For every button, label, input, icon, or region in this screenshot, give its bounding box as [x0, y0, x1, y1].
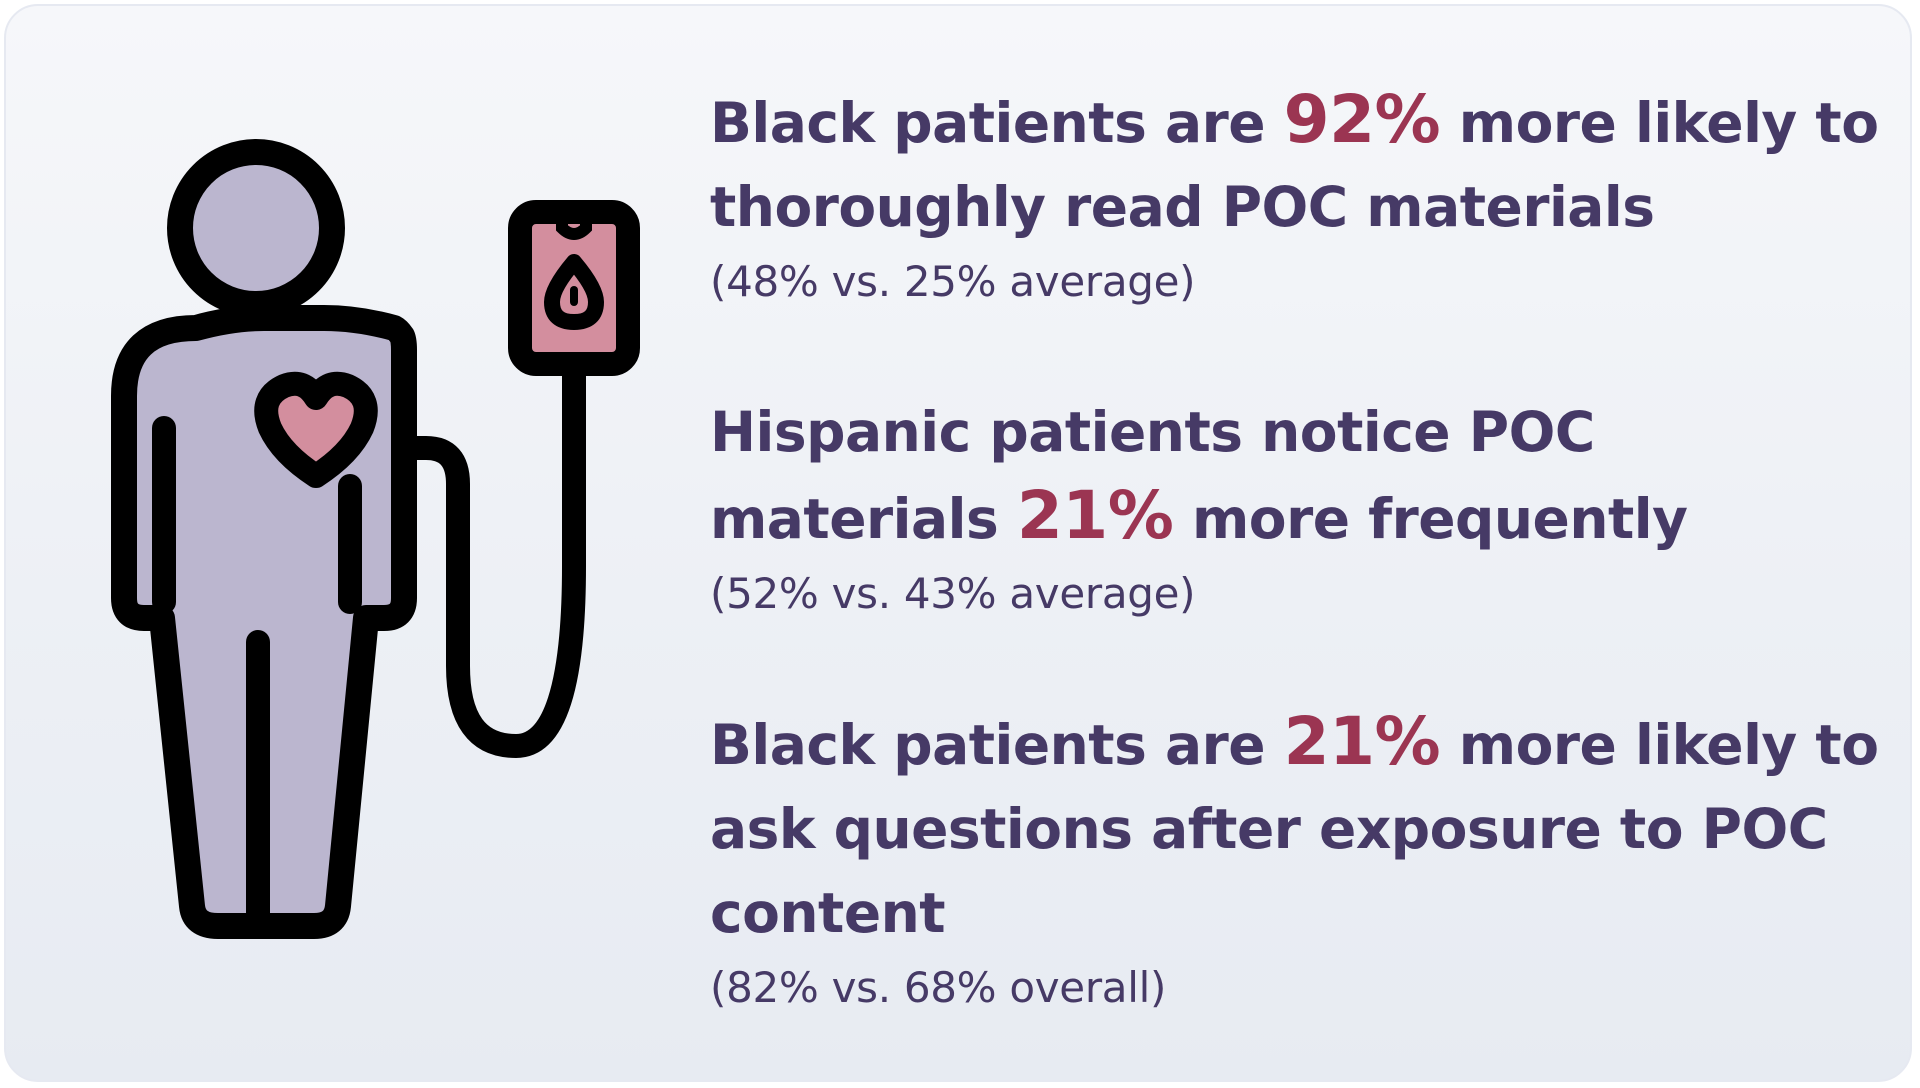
stat-highlight: 92%	[1283, 81, 1441, 158]
stat-item: Black patients are 92% more likely to th…	[710, 78, 1880, 307]
stats-card: Black patients are 92% more likely to th…	[4, 4, 1912, 1082]
stat-highlight: 21%	[1016, 477, 1174, 554]
stat-headline: Hispanic patients notice POC materials 2…	[710, 400, 1688, 554]
stat-headline: Black patients are 21% more likely to as…	[710, 703, 1879, 945]
stat-detail: (82% vs. 68% overall)	[710, 963, 1167, 1012]
stat-detail: (48% vs. 25% average)	[710, 257, 1196, 306]
stat-headline: Black patients are 92% more likely to th…	[710, 81, 1879, 239]
blood-drop-icon	[544, 254, 604, 330]
stat-item: Hispanic patients notice POC materials 2…	[710, 390, 1880, 619]
stat-item: Black patients are 21% more likely to as…	[710, 700, 1880, 1013]
iv-tube	[394, 352, 586, 758]
iv-bag-hanger	[556, 212, 592, 240]
stat-detail: (52% vs. 43% average)	[710, 569, 1196, 618]
stat-highlight: 21%	[1283, 703, 1441, 780]
heart-icon	[254, 371, 378, 488]
patient-head	[167, 139, 345, 317]
patient-with-iv-drip-icon	[111, 139, 640, 939]
